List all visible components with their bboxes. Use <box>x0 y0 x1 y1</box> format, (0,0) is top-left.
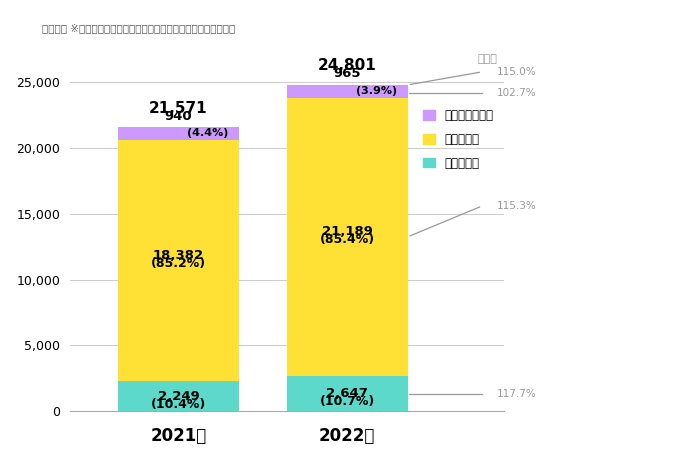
Text: 102.7%: 102.7% <box>497 88 536 98</box>
Bar <box>118 140 239 382</box>
Text: 2,249: 2,249 <box>158 389 199 403</box>
Text: (3.9%): (3.9%) <box>356 86 397 96</box>
Text: 940: 940 <box>164 110 193 123</box>
Text: 21,189: 21,189 <box>322 225 372 238</box>
Text: (10.4%): (10.4%) <box>151 397 206 410</box>
Text: 115.0%: 115.0% <box>497 67 536 77</box>
Bar <box>287 376 407 411</box>
Text: (4.4%): (4.4%) <box>187 128 228 138</box>
Bar <box>118 382 239 411</box>
Bar <box>287 98 407 376</box>
Bar <box>118 127 239 140</box>
Text: 2,647: 2,647 <box>326 387 368 400</box>
Text: 24,801: 24,801 <box>318 58 377 73</box>
Text: (85.2%): (85.2%) <box>151 257 206 270</box>
Text: 965: 965 <box>333 67 361 80</box>
Text: (10.7%): (10.7%) <box>320 395 375 408</box>
Legend: 成果報酐型広告, 運用型広告, 予約型広告: 成果報酐型広告, 運用型広告, 予約型広告 <box>419 105 498 174</box>
Text: （億円） ※（　）内は、インターネット広告媒体費に占める構成比: （億円） ※（ ）内は、インターネット広告媒体費に占める構成比 <box>42 23 235 33</box>
Text: 18,382: 18,382 <box>153 249 204 262</box>
Text: 115.3%: 115.3% <box>497 201 536 211</box>
Text: 117.7%: 117.7% <box>497 389 536 398</box>
Text: 前年比: 前年比 <box>477 54 497 64</box>
Bar <box>287 85 407 98</box>
Text: (85.4%): (85.4%) <box>320 233 375 246</box>
Text: 21,571: 21,571 <box>149 100 208 115</box>
